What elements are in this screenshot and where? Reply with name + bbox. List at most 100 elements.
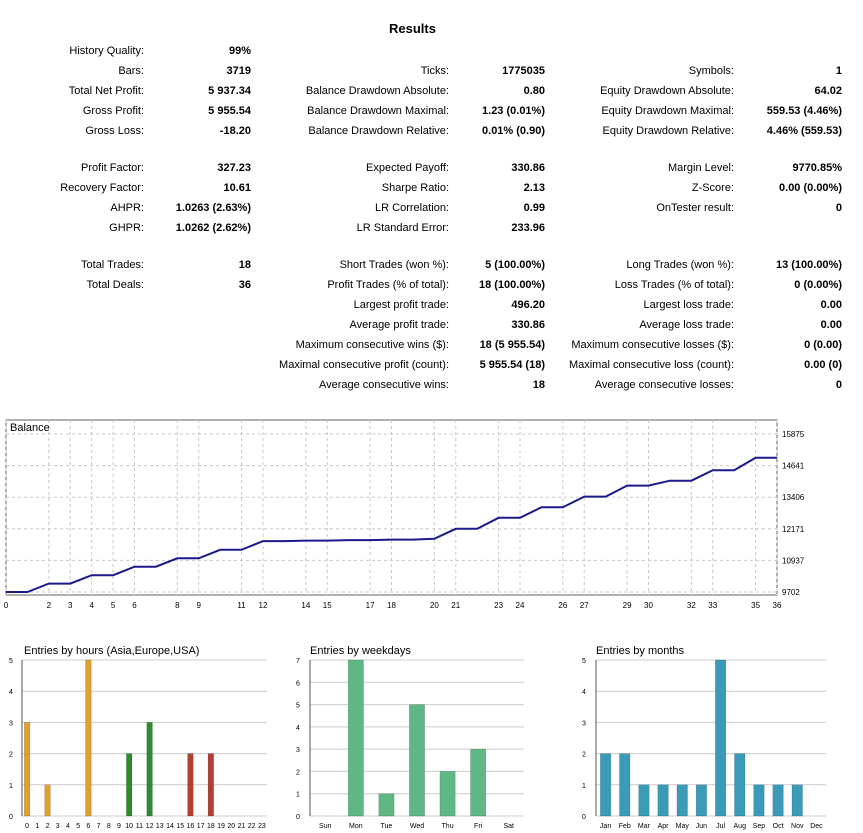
stat-label: Maximal consecutive loss (count): bbox=[568, 359, 734, 371]
stat-value: 330.86 bbox=[511, 319, 545, 331]
stat-label: Maximal consecutive profit (count): bbox=[279, 359, 449, 371]
hours-x-tick: 18 bbox=[207, 823, 215, 830]
balance-y-tick: 14641 bbox=[782, 462, 805, 471]
stat-label: Long Trades (won %): bbox=[626, 259, 734, 271]
hours-y-tick: 4 bbox=[9, 689, 13, 696]
balance-x-tick: 2 bbox=[47, 601, 52, 610]
results-title: Results bbox=[389, 21, 436, 36]
balance-y-tick: 9702 bbox=[782, 588, 800, 597]
balance-x-tick: 29 bbox=[623, 601, 632, 610]
weekdays-x-tick: Wed bbox=[410, 823, 424, 830]
stat-value: 0 (0.00) bbox=[804, 339, 842, 351]
balance-title: Balance bbox=[10, 422, 50, 434]
hours-bar bbox=[207, 753, 214, 817]
stat-value: 559.53 (4.46%) bbox=[766, 105, 842, 117]
balance-x-tick: 14 bbox=[301, 601, 310, 610]
stat-value: 330.86 bbox=[511, 162, 545, 174]
balance-x-tick: 33 bbox=[708, 601, 717, 610]
months-y-tick: 2 bbox=[582, 752, 586, 759]
stat-label: Symbols: bbox=[688, 65, 734, 77]
weekdays-y-tick: 5 bbox=[296, 703, 300, 710]
balance-x-tick: 15 bbox=[323, 601, 332, 610]
weekdays-y-tick: 4 bbox=[296, 725, 300, 732]
balance-x-tick: 27 bbox=[580, 601, 589, 610]
stat-value: 0.01% (0.90) bbox=[482, 125, 545, 137]
weekdays-x-tick: Mon bbox=[349, 823, 363, 830]
hours-x-tick: 14 bbox=[166, 823, 174, 830]
stat-label: Bars: bbox=[118, 65, 144, 77]
stat-label: Z-Score: bbox=[691, 182, 734, 194]
stat-value: 0 bbox=[835, 202, 842, 214]
stat-label: Ticks: bbox=[420, 65, 449, 77]
weekdays-y-tick: 6 bbox=[296, 680, 300, 687]
stat-value: 18 bbox=[238, 259, 251, 271]
stat-value: 5 937.34 bbox=[208, 85, 251, 97]
weekdays-x-tick: Sun bbox=[319, 823, 332, 830]
stat-value: 99% bbox=[228, 45, 251, 57]
hours-x-tick: 9 bbox=[117, 823, 121, 830]
weekdays-title: Entries by weekdays bbox=[310, 645, 411, 657]
months-x-tick: Sep bbox=[753, 823, 766, 830]
stat-value: 1.0262 (2.62%) bbox=[175, 222, 251, 234]
stat-label: OnTester result: bbox=[656, 202, 734, 214]
balance-x-tick: 35 bbox=[751, 601, 760, 610]
stat-label: Average consecutive wins: bbox=[318, 379, 449, 391]
months-bar bbox=[772, 784, 784, 817]
balance-y-tick: 10937 bbox=[782, 556, 805, 565]
stat-value: 18 (100.00%) bbox=[478, 279, 545, 291]
weekdays-bar bbox=[470, 748, 487, 817]
stat-label: Total Deals: bbox=[86, 279, 144, 291]
hours-x-tick: 20 bbox=[227, 823, 235, 830]
stat-label: Gross Profit: bbox=[82, 105, 144, 117]
stat-label: Profit Factor: bbox=[81, 162, 144, 174]
balance-y-tick: 12171 bbox=[782, 525, 805, 534]
stat-value: 0.00 bbox=[820, 299, 842, 311]
hours-y-tick: 0 bbox=[9, 814, 13, 821]
stat-value: 1775035 bbox=[502, 65, 545, 77]
balance-x-tick: 26 bbox=[558, 601, 567, 610]
hours-x-tick: 1 bbox=[35, 823, 39, 830]
stat-value: 233.96 bbox=[511, 222, 545, 234]
stat-value: 4.46% (559.53) bbox=[766, 125, 842, 137]
hours-x-tick: 23 bbox=[258, 823, 266, 830]
hours-x-tick: 19 bbox=[217, 823, 225, 830]
hours-histogram: Entries by hours (Asia,Europe,USA)012345… bbox=[9, 645, 267, 830]
stat-label: Largest profit trade: bbox=[353, 299, 449, 311]
balance-x-tick: 12 bbox=[259, 601, 268, 610]
stat-value: 0.00 bbox=[820, 319, 842, 331]
stat-value: 496.20 bbox=[511, 299, 545, 311]
stat-label: Balance Drawdown Relative: bbox=[308, 125, 449, 137]
stat-value: 64.02 bbox=[814, 85, 842, 97]
stat-value: 0.00 (0.00%) bbox=[779, 182, 842, 194]
weekdays-x-tick: Fri bbox=[474, 823, 483, 830]
hours-bar bbox=[44, 784, 51, 817]
stat-label: Recovery Factor: bbox=[60, 182, 144, 194]
stat-value: 1 bbox=[835, 65, 842, 77]
hours-x-tick: 2 bbox=[46, 823, 50, 830]
hours-x-tick: 0 bbox=[25, 823, 29, 830]
balance-y-tick: 15875 bbox=[782, 430, 805, 439]
weekdays-x-tick: Thu bbox=[442, 823, 454, 830]
hours-x-tick: 12 bbox=[146, 823, 154, 830]
stat-label: Sharpe Ratio: bbox=[381, 182, 449, 194]
months-bar bbox=[638, 784, 650, 817]
weekdays-y-tick: 2 bbox=[296, 769, 300, 776]
balance-x-tick: 30 bbox=[644, 601, 653, 610]
hours-y-tick: 1 bbox=[9, 783, 13, 790]
months-x-tick: Nov bbox=[791, 823, 804, 830]
hours-y-tick: 5 bbox=[9, 658, 13, 665]
months-bar bbox=[600, 753, 612, 817]
stat-value: 0.00 (0) bbox=[804, 359, 842, 371]
months-x-tick: Jul bbox=[716, 823, 725, 830]
stat-value: 18 (5 955.54) bbox=[479, 339, 545, 351]
stat-label: AHPR: bbox=[110, 202, 144, 214]
hours-title: Entries by hours (Asia,Europe,USA) bbox=[24, 645, 199, 657]
months-bar bbox=[619, 753, 631, 817]
stat-value: 10.61 bbox=[223, 182, 251, 194]
hours-x-tick: 7 bbox=[97, 823, 101, 830]
stat-label: Total Net Profit: bbox=[68, 85, 144, 97]
hours-x-tick: 3 bbox=[56, 823, 60, 830]
months-y-tick: 5 bbox=[582, 658, 586, 665]
months-title: Entries by months bbox=[596, 645, 685, 657]
balance-x-tick: 11 bbox=[237, 601, 246, 610]
